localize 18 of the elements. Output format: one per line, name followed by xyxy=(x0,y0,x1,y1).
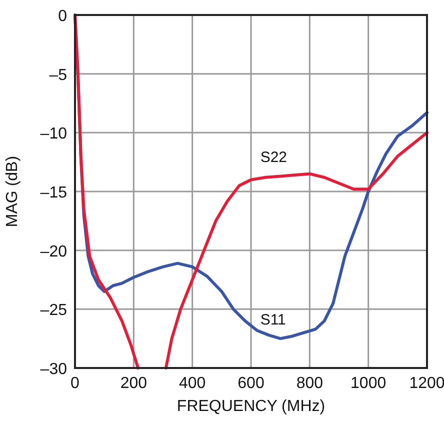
y-tick-label: –10 xyxy=(40,126,68,143)
y-tick-label: –15 xyxy=(40,184,68,202)
y-tick-label: –5 xyxy=(49,66,68,84)
x-axis-title: FREQUENCY (MHz) xyxy=(176,398,326,415)
y-tick-label: –25 xyxy=(40,302,68,320)
y-axis-title: MAG (dB) xyxy=(4,156,21,228)
x-tick-label: 800 xyxy=(296,375,324,392)
series-label: S22 xyxy=(260,149,288,166)
y-tick-label: –30 xyxy=(40,361,68,378)
x-tick-label: 1200 xyxy=(409,375,444,392)
y-tick-label: 0 xyxy=(58,8,68,25)
x-tick-label: 0 xyxy=(70,375,80,392)
x-tick-label: 200 xyxy=(120,375,148,392)
y-tick-label: –20 xyxy=(40,243,68,260)
x-tick-label: 1000 xyxy=(350,375,386,392)
x-tick-label: 600 xyxy=(238,375,264,392)
series-label: S11 xyxy=(260,312,286,329)
x-tick-label: 400 xyxy=(178,375,206,392)
